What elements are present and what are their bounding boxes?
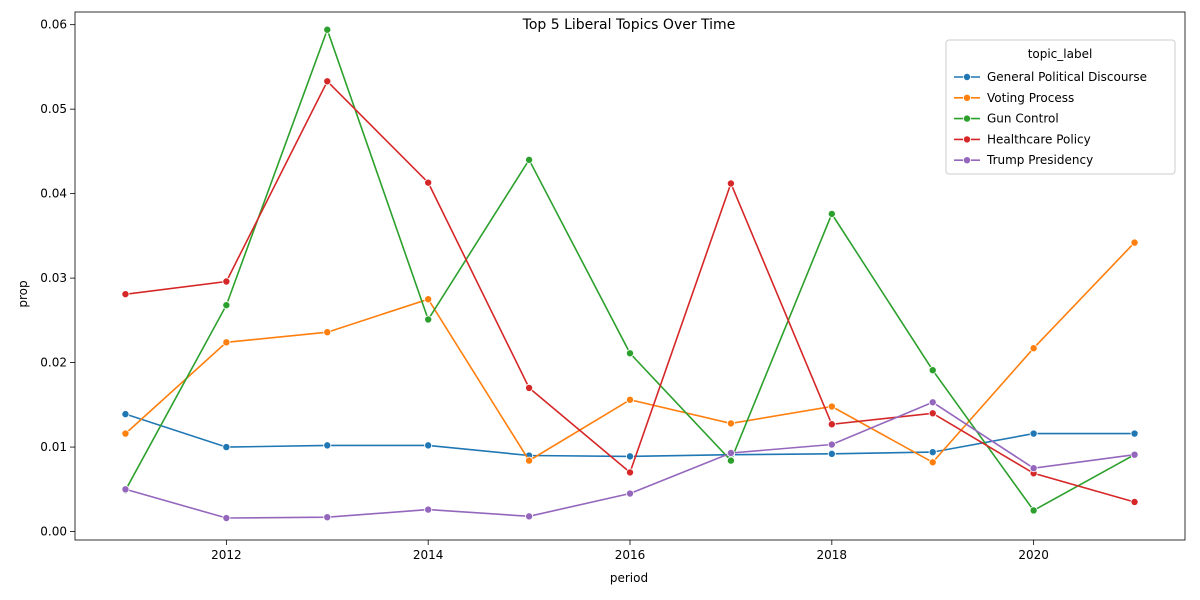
y-tick-label: 0.00 (40, 525, 67, 539)
legend-marker-general-political-discourse (963, 73, 972, 82)
data-point-general-political-discourse (121, 410, 130, 419)
data-point-voting-process (525, 456, 534, 465)
x-axis: 2012 2014 2016 2018 2020 (211, 540, 1049, 562)
data-point-healthcare-policy (222, 277, 231, 286)
data-point-general-political-discourse (1029, 429, 1038, 438)
data-point-general-political-discourse (323, 441, 332, 450)
legend-label-gun-control: Gun Control (987, 112, 1059, 126)
x-axis-label: period (610, 571, 648, 585)
x-tick-label: 2012 (211, 548, 242, 562)
data-point-healthcare-policy (323, 77, 332, 86)
data-point-trump-presidency (726, 448, 735, 457)
data-point-trump-presidency (222, 514, 231, 523)
legend-title: topic_label (1028, 47, 1093, 61)
data-point-trump-presidency (323, 513, 332, 522)
data-point-healthcare-policy (928, 409, 937, 418)
legend-label-trump-presidency: Trump Presidency (986, 153, 1093, 167)
y-axis: 0.00 0.01 0.02 0.03 0.04 0.05 0.06 (40, 18, 75, 539)
data-point-voting-process (1029, 344, 1038, 353)
data-point-voting-process (222, 338, 231, 347)
x-tick-label: 2016 (615, 548, 646, 562)
data-point-gun-control (928, 366, 937, 375)
legend-marker-gun-control (963, 114, 972, 123)
y-axis-label: prop (16, 280, 30, 307)
data-point-voting-process (323, 328, 332, 337)
x-tick-label: 2018 (817, 548, 848, 562)
data-point-trump-presidency (1029, 464, 1038, 473)
data-point-trump-presidency (928, 398, 937, 407)
data-point-gun-control (222, 301, 231, 310)
data-point-healthcare-policy (1130, 497, 1139, 506)
legend-frame (945, 39, 1176, 175)
legend: topic_label General Political Discourse V… (945, 39, 1176, 175)
data-point-voting-process (827, 402, 836, 411)
x-tick-label: 2020 (1018, 548, 1049, 562)
y-tick-label: 0.01 (40, 440, 67, 454)
legend-label-voting-process: Voting Process (987, 91, 1074, 105)
data-point-healthcare-policy (121, 290, 130, 299)
data-point-general-political-discourse (928, 448, 937, 457)
data-point-trump-presidency (1130, 450, 1139, 459)
data-point-healthcare-policy (424, 178, 433, 187)
data-point-general-political-discourse (1130, 429, 1139, 438)
data-point-healthcare-policy (626, 468, 635, 477)
data-point-gun-control (827, 209, 836, 218)
y-tick-label: 0.05 (40, 102, 67, 116)
data-point-voting-process (726, 419, 735, 428)
chart-title: Top 5 Liberal Topics Over Time (522, 17, 736, 33)
data-point-gun-control (726, 456, 735, 465)
data-point-general-political-discourse (827, 449, 836, 458)
legend-label-healthcare-policy: Healthcare Policy (987, 132, 1091, 146)
y-tick-label: 0.03 (40, 271, 67, 285)
data-point-voting-process (1130, 238, 1139, 247)
data-point-gun-control (626, 349, 635, 358)
y-tick-label: 0.06 (40, 18, 67, 32)
data-point-gun-control (525, 155, 534, 164)
legend-marker-healthcare-policy (963, 135, 972, 144)
data-point-general-political-discourse (222, 443, 231, 452)
data-point-voting-process (626, 395, 635, 404)
data-point-gun-control (323, 25, 332, 34)
data-point-gun-control (1029, 506, 1038, 515)
data-point-trump-presidency (626, 489, 635, 498)
data-point-trump-presidency (121, 485, 130, 494)
data-point-healthcare-policy (525, 383, 534, 392)
y-tick-label: 0.04 (40, 187, 67, 201)
data-point-trump-presidency (525, 512, 534, 521)
data-point-general-political-discourse (424, 441, 433, 450)
series-layer (121, 25, 1139, 523)
x-tick-label: 2014 (413, 548, 444, 562)
legend-marker-voting-process (963, 93, 972, 102)
legend-marker-trump-presidency (963, 156, 972, 165)
data-point-voting-process (121, 429, 130, 438)
data-point-general-political-discourse (626, 452, 635, 461)
data-point-healthcare-policy (726, 179, 735, 188)
y-tick-label: 0.02 (40, 356, 67, 370)
data-point-trump-presidency (424, 505, 433, 514)
data-point-voting-process (928, 458, 937, 467)
data-point-voting-process (424, 295, 433, 304)
data-point-healthcare-policy (827, 420, 836, 429)
data-point-gun-control (424, 315, 433, 324)
data-point-trump-presidency (827, 440, 836, 449)
legend-label-general-political-discourse: General Political Discourse (987, 70, 1147, 84)
